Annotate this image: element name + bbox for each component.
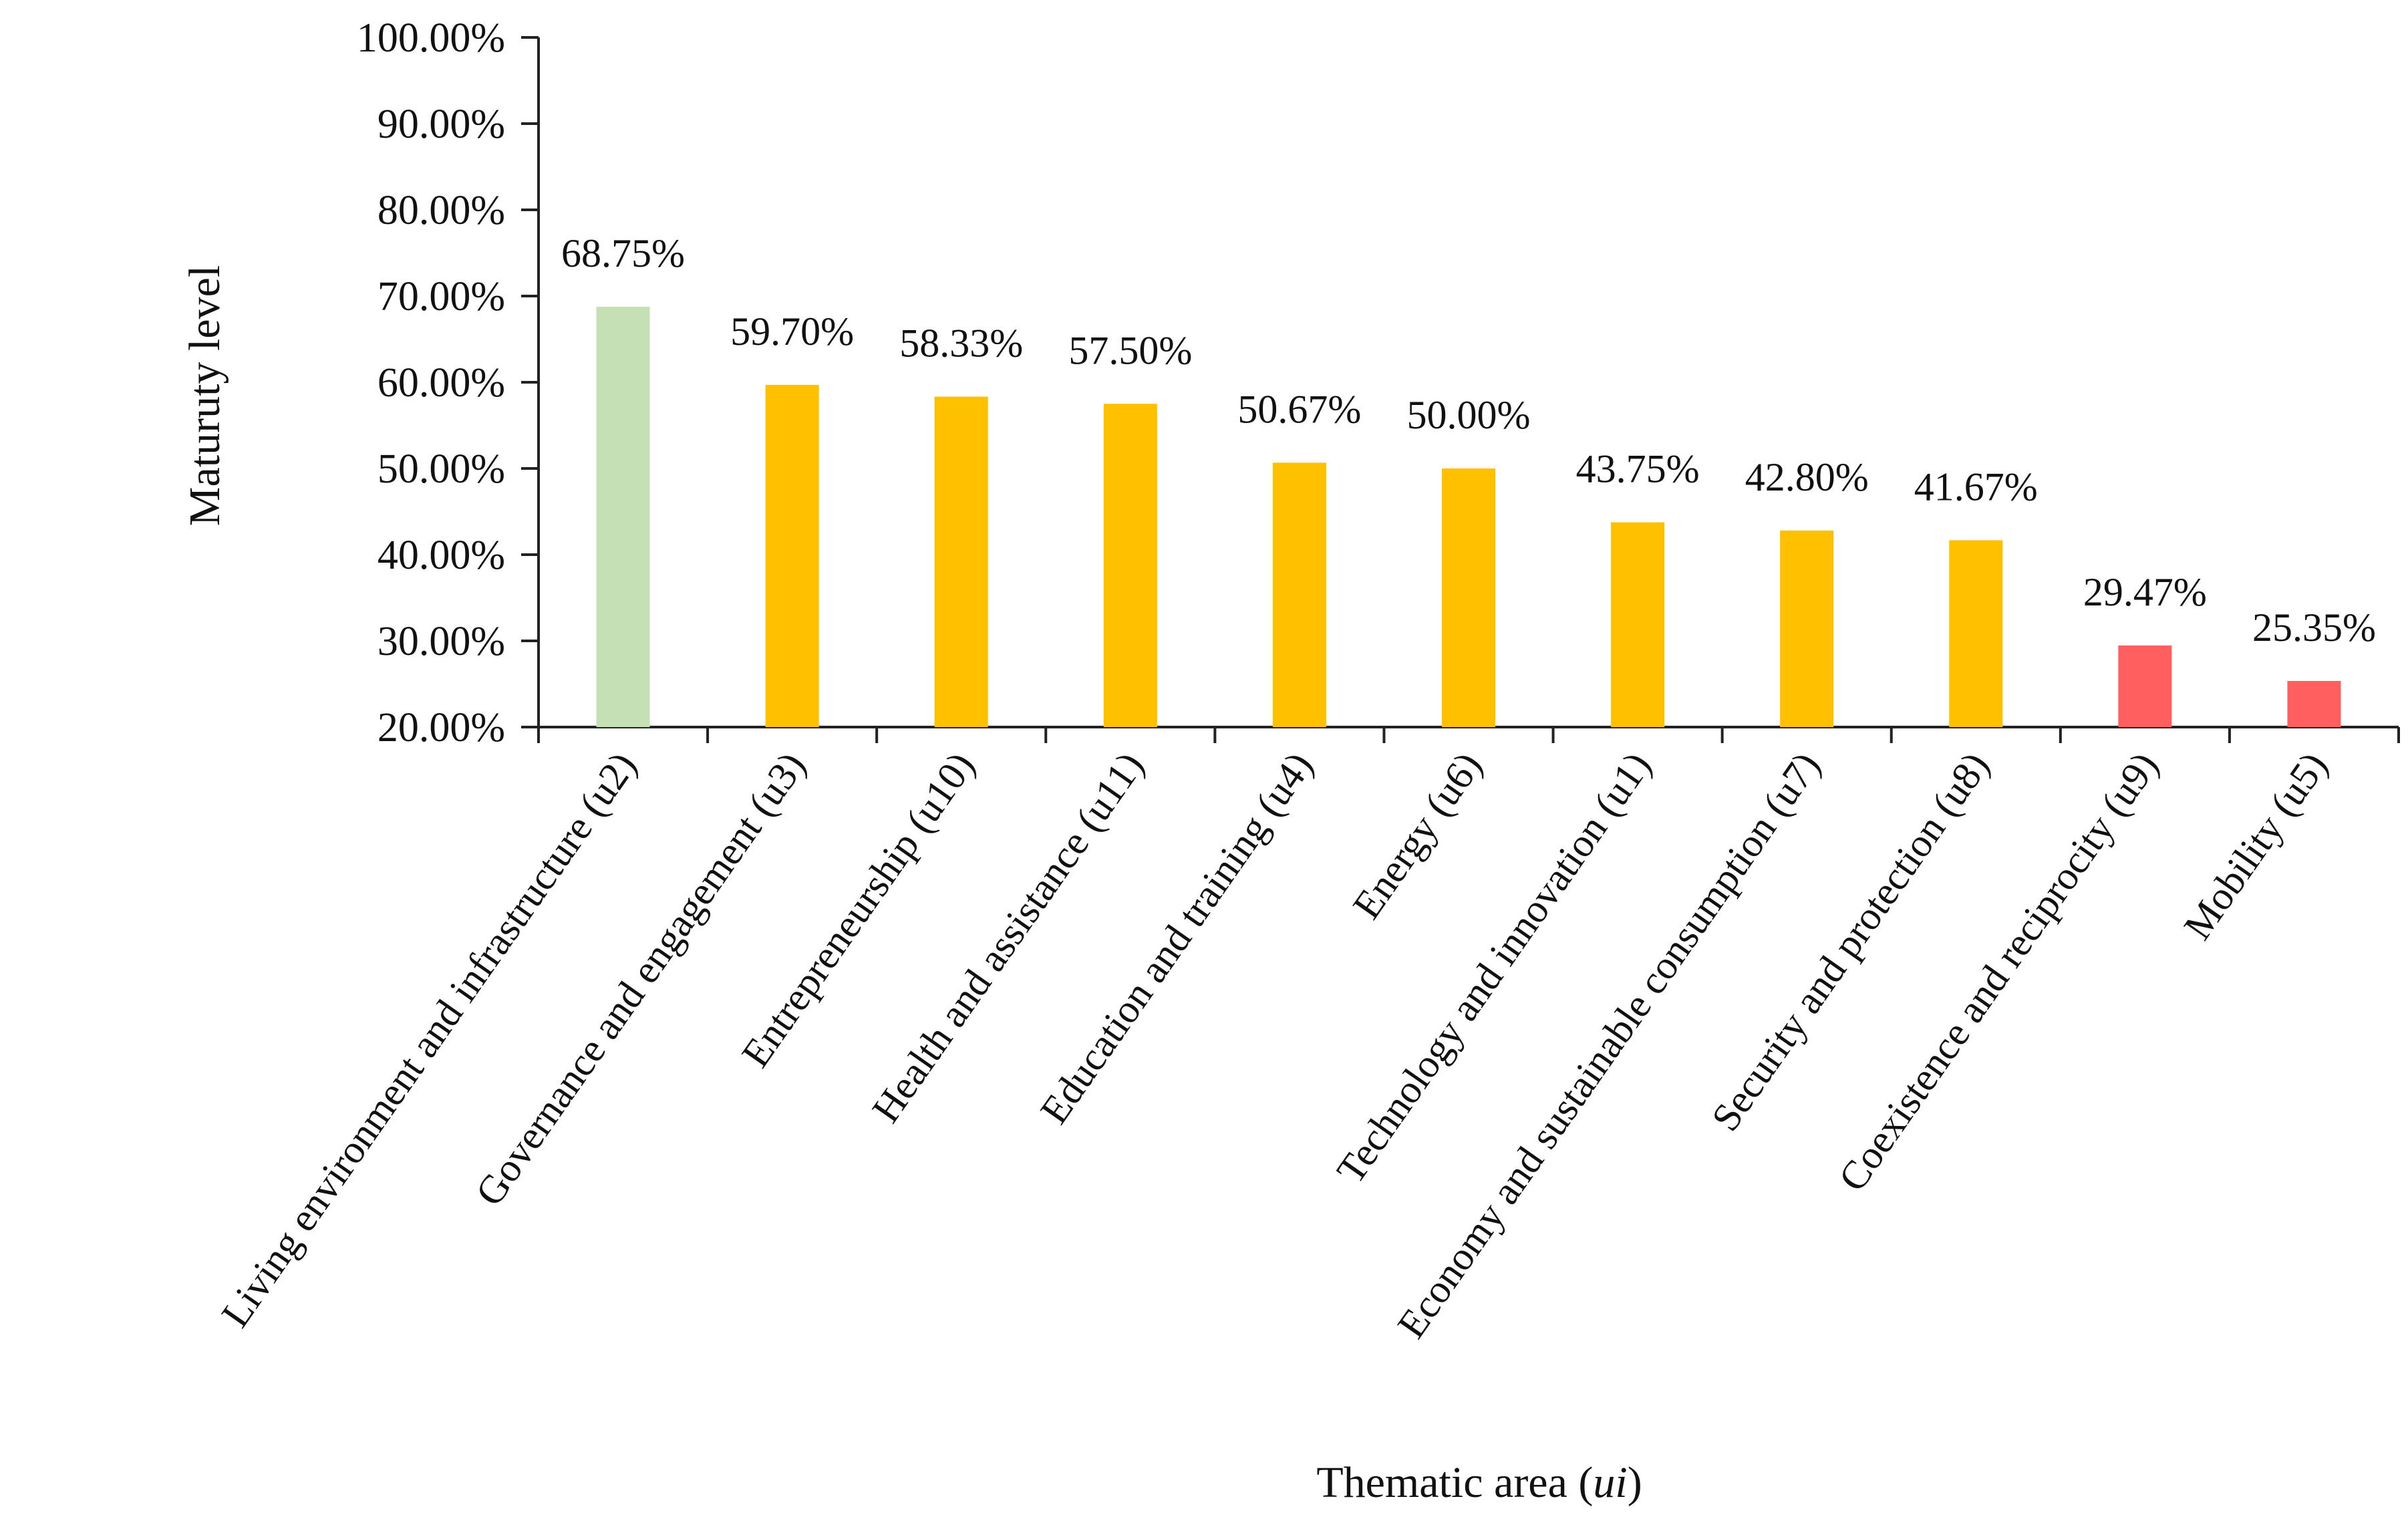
bar bbox=[1611, 522, 1665, 727]
y-tick-label: 80.00% bbox=[378, 188, 505, 233]
bar bbox=[765, 384, 819, 727]
x-axis-title-main: Thematic area ( bbox=[1316, 1458, 1593, 1507]
category-labels: Living environment and infrastructure (u… bbox=[213, 744, 2336, 1347]
bar bbox=[1442, 468, 1495, 727]
bar bbox=[1780, 530, 1834, 727]
category-label: Security and protection (u8) bbox=[1703, 744, 1998, 1139]
bar bbox=[2287, 680, 2341, 727]
data-label: 59.70% bbox=[730, 309, 854, 354]
axes: 20.00% 30.00% 40.00% 50.00% 60.00% 70.00% 80.0… bbox=[357, 15, 2400, 750]
y-tick-label: 60.00% bbox=[378, 360, 505, 406]
data-label: 29.47% bbox=[2083, 570, 2207, 614]
y-tick-label: 70.00% bbox=[378, 274, 505, 319]
data-label: 50.67% bbox=[1237, 387, 1361, 431]
y-axis-title: Maturuty level bbox=[180, 265, 229, 526]
data-label: 41.67% bbox=[1914, 464, 2038, 509]
bar bbox=[1272, 462, 1326, 727]
bar bbox=[2118, 645, 2172, 727]
x-axis-title-italic: ui bbox=[1593, 1458, 1627, 1507]
data-label: 58.33% bbox=[899, 321, 1023, 366]
y-tick-label: 50.00% bbox=[378, 446, 505, 492]
data-labels: 68.75% 59.70% 58.33% 57.50% 50.67% 50.00% 43.7… bbox=[561, 231, 2376, 650]
y-tick-label: 40.00% bbox=[378, 533, 505, 578]
data-label: 43.75% bbox=[1576, 447, 1700, 491]
x-axis-title: Thematic area (ui) bbox=[1316, 1458, 1642, 1507]
bar bbox=[1949, 540, 2003, 727]
y-tick-label: 90.00% bbox=[378, 102, 505, 147]
y-tick-label: 20.00% bbox=[378, 705, 505, 750]
bar bbox=[1103, 404, 1157, 727]
bar bbox=[596, 307, 650, 727]
x-axis-title-end: ) bbox=[1628, 1458, 1642, 1507]
data-label: 25.35% bbox=[2252, 605, 2376, 650]
category-label: Coexistence and reciprocity (u9) bbox=[1830, 744, 2167, 1200]
category-label: Governance and engagement (u3) bbox=[467, 744, 814, 1214]
data-label: 57.50% bbox=[1068, 328, 1192, 372]
category-label: Energy (u6) bbox=[1344, 744, 1491, 927]
bars bbox=[596, 307, 2341, 727]
y-tick-label: 100.00% bbox=[357, 15, 505, 61]
data-label: 50.00% bbox=[1407, 393, 1531, 437]
category-label: Technology and innovation (u1) bbox=[1328, 744, 1660, 1192]
data-label: 68.75% bbox=[561, 231, 685, 275]
bar bbox=[934, 396, 988, 727]
data-label: 42.80% bbox=[1745, 455, 1869, 499]
category-label: Mobility (u5) bbox=[2175, 744, 2336, 948]
y-tick-label: 30.00% bbox=[378, 619, 505, 664]
